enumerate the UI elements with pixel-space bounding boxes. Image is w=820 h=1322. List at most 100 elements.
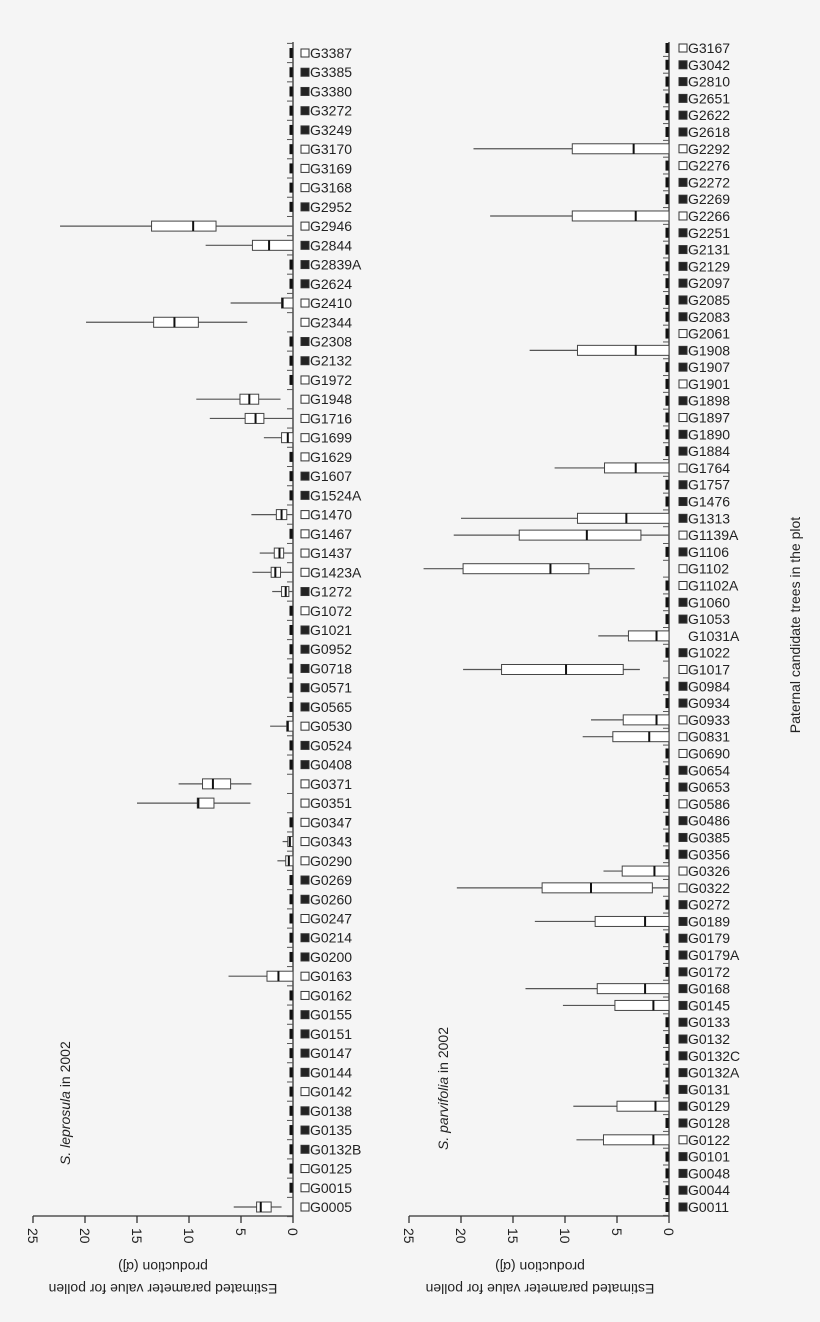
tree-row: G1021 — [289, 622, 352, 638]
tree-label: G0247 — [310, 911, 352, 927]
tree-label: G0322 — [688, 880, 730, 896]
tree-label: G0586 — [688, 796, 730, 812]
open-square-marker — [678, 530, 688, 540]
filled-square-marker — [678, 1101, 688, 1111]
filled-square-marker — [300, 471, 310, 481]
filled-square-marker — [678, 194, 688, 204]
tree-label: G2132 — [310, 353, 352, 369]
tree-row: G2292 — [473, 141, 730, 157]
tree-label: G1890 — [688, 426, 730, 442]
tree-label: G0200 — [310, 949, 352, 965]
iqr-box — [594, 915, 670, 927]
open-square-marker — [300, 1164, 310, 1174]
tree-row: G0044 — [665, 1182, 730, 1198]
tree-label: G1897 — [688, 410, 730, 426]
tree-row: G0122 — [576, 1132, 730, 1148]
tree-row: G1907 — [665, 359, 730, 375]
filled-square-marker — [678, 1152, 688, 1162]
filled-square-marker — [300, 952, 310, 962]
open-square-marker — [678, 1135, 688, 1145]
tree-row: G1764 — [554, 460, 730, 476]
x-tick-label: 25 — [401, 1228, 417, 1244]
tree-row: G2276 — [665, 158, 730, 174]
tree-row: G1467 — [289, 526, 352, 542]
panel-year: in 2002 — [435, 1027, 451, 1077]
panel-1: 25 20 15 10 5 0 Estimated parameter value for … — [25, 42, 362, 1297]
open-square-marker — [678, 732, 688, 742]
open-square-marker — [300, 779, 310, 789]
tree-row: G1423A — [252, 564, 362, 580]
filled-square-marker — [678, 362, 688, 372]
tree-label: G0343 — [310, 834, 352, 850]
tree-label: G1021 — [310, 622, 352, 638]
panel-species: S. parvifolia — [435, 1077, 451, 1150]
tree-row: G0179A — [665, 947, 740, 963]
tree-row: G0189 — [534, 913, 730, 929]
tree-row: G2251 — [665, 225, 730, 241]
filled-square-marker — [678, 849, 688, 859]
x-axis-title-line1: Estimated parameter value for pollen — [49, 1281, 278, 1297]
tree-row: G0565 — [289, 699, 352, 715]
tree-row: G1060 — [665, 594, 730, 610]
tree-label: G0131 — [688, 1081, 730, 1097]
tree-label: G0179A — [688, 947, 740, 963]
open-square-marker — [300, 433, 310, 443]
filled-square-marker — [678, 446, 688, 456]
tree-label: G0189 — [688, 913, 730, 929]
tree-row: G0272 — [665, 897, 730, 913]
tree-label: G0163 — [310, 968, 352, 984]
tree-label: G0934 — [688, 695, 730, 711]
tree-row: G2131 — [665, 242, 730, 258]
x-axis-title-line2: production (α̂j) — [495, 1259, 585, 1275]
tree-label: G2131 — [688, 242, 730, 258]
open-square-marker — [678, 664, 688, 674]
iqr-box — [622, 714, 670, 726]
open-square-marker — [678, 144, 688, 154]
tree-label: G0145 — [688, 997, 730, 1013]
open-square-marker — [300, 721, 310, 731]
tree-row: G2061 — [665, 326, 730, 342]
tree-label: G0356 — [688, 846, 730, 862]
tree-label: G2844 — [310, 237, 352, 253]
filled-square-marker — [300, 875, 310, 885]
tree-label: G0347 — [310, 814, 352, 830]
tree-label: G3387 — [310, 45, 352, 61]
tree-label: G0144 — [310, 1064, 352, 1080]
tree-label: G3380 — [310, 83, 352, 99]
tree-row: G1031A — [598, 628, 740, 644]
tree-row: G2097 — [665, 275, 730, 291]
iqr-box — [501, 663, 624, 675]
iqr-box — [202, 778, 232, 790]
tree-label: G1102 — [688, 561, 729, 577]
tree-label: G0290 — [310, 853, 352, 869]
tree-row: G0125 — [289, 1161, 352, 1177]
tree-row: G1908 — [529, 342, 730, 358]
iqr-box — [244, 412, 265, 424]
tree-row: G1470 — [251, 507, 352, 523]
open-square-marker — [300, 606, 310, 616]
panel-title: S. parvifolia in 2002 — [435, 1027, 451, 1150]
tree-label: G0128 — [688, 1115, 730, 1131]
tree-label: G3167 — [688, 40, 730, 56]
tree-row: G0015 — [289, 1180, 352, 1196]
tree-label: G1898 — [688, 393, 730, 409]
filled-square-marker — [678, 984, 688, 994]
tree-label: G2272 — [688, 174, 730, 190]
tree-row: G3249 — [289, 122, 352, 138]
filled-square-marker — [300, 202, 310, 212]
tree-row: G0048 — [665, 1165, 730, 1181]
x-tick-label: 20 — [77, 1228, 93, 1244]
tree-label: G1757 — [688, 477, 730, 493]
iqr-box — [281, 297, 294, 309]
tree-row: G0718 — [289, 660, 352, 676]
tree-row: G1139A — [453, 527, 739, 543]
tree-row: G0132A — [665, 1065, 740, 1081]
tree-label: G2810 — [688, 74, 730, 90]
filled-square-marker — [678, 832, 688, 842]
filled-square-marker — [678, 1051, 688, 1061]
filled-square-marker — [678, 396, 688, 406]
filled-square-marker — [300, 67, 310, 77]
panel-2: 25 20 15 10 5 0 Estimated parameter value for … — [401, 40, 740, 1297]
tree-label: G3168 — [310, 180, 352, 196]
tree-label: G0155 — [310, 1007, 352, 1023]
